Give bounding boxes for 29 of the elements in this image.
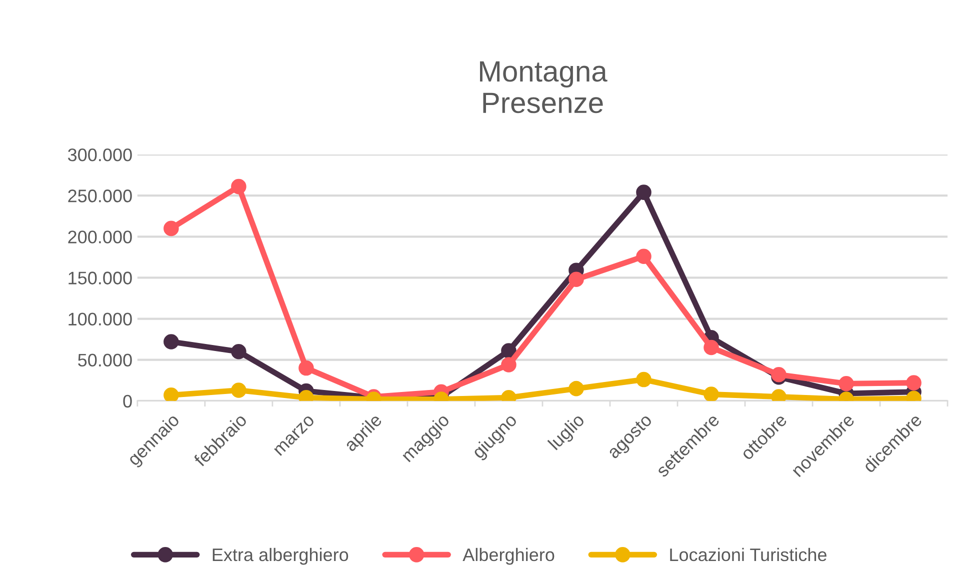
point [231, 382, 246, 398]
y-tick-label: 150.000 [68, 272, 132, 284]
y-tick-label: 100.000 [68, 312, 132, 326]
chart-title: Montagna Presenze [480, 61, 608, 114]
y-tick-label: 300.000 [68, 148, 132, 162]
y-tick-label: 0 [123, 394, 132, 408]
legend-label: Alberghiero [462, 548, 554, 565]
legend-label: Extra alberghiero [212, 548, 348, 565]
point [636, 372, 652, 388]
point [298, 360, 314, 376]
point [704, 340, 719, 356]
point [704, 386, 719, 401]
point [568, 272, 584, 287]
y-tick-label: 250.000 [68, 190, 132, 202]
y-tick-label: 200.000 [68, 230, 132, 244]
point [164, 334, 179, 350]
point [636, 248, 652, 264]
point [164, 388, 179, 401]
point [838, 376, 854, 392]
point [636, 184, 652, 200]
point [231, 344, 246, 360]
point [906, 375, 922, 390]
point [231, 178, 246, 194]
point [501, 343, 516, 358]
legend-label: Locazioni Turistiche [670, 548, 826, 562]
point [164, 220, 179, 236]
point [568, 380, 584, 396]
y-tick-label: 50.000 [78, 354, 132, 367]
point [501, 357, 516, 372]
